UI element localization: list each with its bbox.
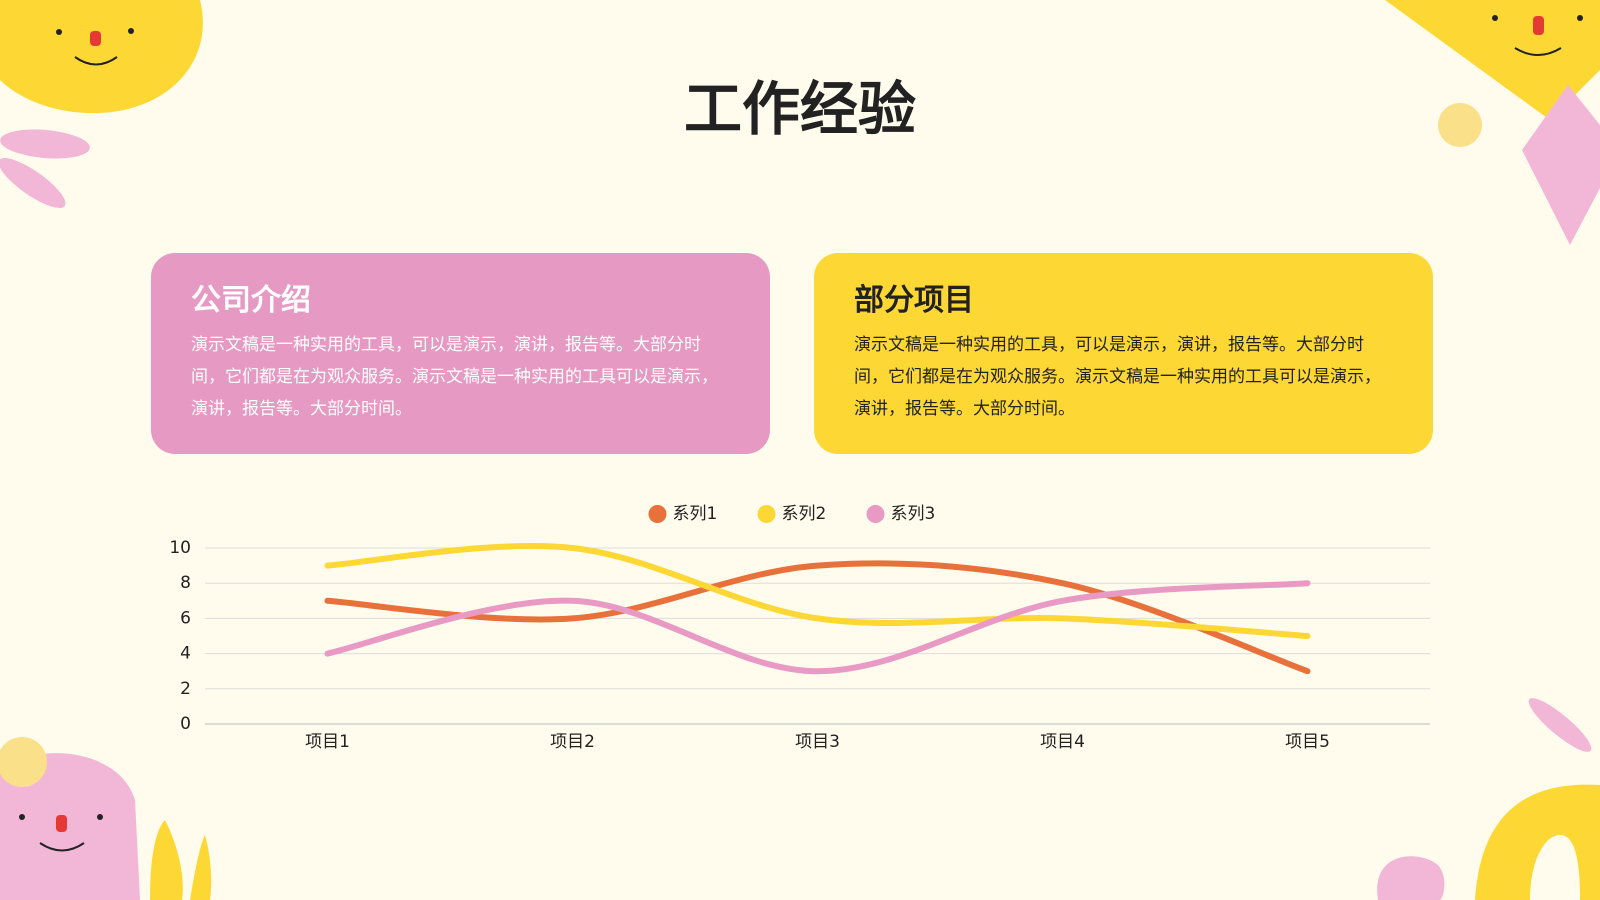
card-body: 演示文稿是一种实用的工具，可以是演示，演讲，报告等。大部分时间，它们都是在为观众… <box>854 335 1381 419</box>
mouth <box>39 842 85 852</box>
x-tick-label: 项目1 <box>305 732 350 752</box>
eye <box>128 28 134 34</box>
legend-swatch <box>648 505 667 523</box>
card-heading: 部分项目 <box>854 283 974 318</box>
leaf <box>1528 698 1592 752</box>
mouth <box>74 56 118 66</box>
blob <box>1385 0 1600 120</box>
card: 公司介绍 演示文稿是一种实用的工具，可以是演示，演讲，报告等。大部分时间，它们都… <box>151 253 770 454</box>
blob <box>0 753 140 900</box>
x-tick-label: 项目4 <box>1040 732 1085 752</box>
leaf <box>0 158 66 208</box>
y-tick-label: 2 <box>180 679 191 699</box>
grass <box>150 820 212 900</box>
card-body: 演示文稿是一种实用的工具，可以是演示，演讲，报告等。大部分时间，它们都是在为观众… <box>191 335 718 419</box>
nose <box>90 31 101 46</box>
y-tick-label: 8 <box>180 573 191 593</box>
eye <box>97 814 103 820</box>
nose <box>56 815 67 832</box>
leaf <box>0 129 90 159</box>
nose <box>1533 16 1544 35</box>
y-tick-label: 6 <box>180 608 191 628</box>
flower <box>1438 103 1482 147</box>
eye <box>56 29 62 35</box>
eye <box>1492 15 1498 21</box>
y-tick-label: 0 <box>180 714 191 734</box>
series-line <box>324 543 1311 639</box>
card: 部分项目 演示文稿是一种实用的工具，可以是演示，演讲，报告等。大部分时间，它们都… <box>814 253 1433 454</box>
eye <box>1577 15 1583 21</box>
legend-label: 系列2 <box>782 504 827 524</box>
card-heading: 公司介绍 <box>191 283 311 318</box>
diamond <box>1522 85 1600 245</box>
apple <box>1377 856 1445 900</box>
y-tick-label: 10 <box>169 538 191 558</box>
series-line <box>324 560 1311 675</box>
mouth <box>1514 47 1562 56</box>
series-line <box>324 580 1311 675</box>
y-tick-label: 4 <box>180 644 191 664</box>
legend-swatch <box>866 505 885 523</box>
legend-label: 系列1 <box>673 504 718 524</box>
arch <box>1530 835 1580 900</box>
legend-label: 系列3 <box>891 504 936 524</box>
flower <box>0 737 47 787</box>
x-tick-label: 项目5 <box>1285 732 1330 752</box>
eye <box>19 814 25 820</box>
legend-swatch <box>757 505 776 523</box>
x-tick-label: 项目2 <box>550 732 595 752</box>
title: 工作经验 <box>683 75 916 143</box>
blob <box>0 0 203 114</box>
x-tick-label: 项目3 <box>795 732 840 752</box>
